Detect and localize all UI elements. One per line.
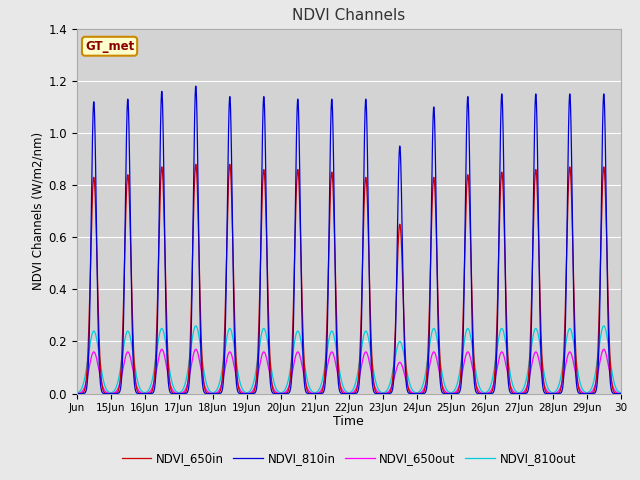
NDVI_650in — [209, 391, 217, 396]
NDVI_810in — [192, 83, 200, 89]
NDVI_650out — [600, 347, 607, 352]
NDVI_810out — [500, 333, 508, 339]
NDVI_810in — [500, 220, 508, 226]
NDVI_810in — [617, 391, 625, 396]
NDVI_650in — [161, 220, 168, 226]
NDVI_810in — [324, 273, 332, 279]
NDVI_810in — [161, 199, 168, 205]
X-axis label: Time: Time — [333, 415, 364, 428]
NDVI_810out — [324, 340, 332, 346]
Line: NDVI_810in: NDVI_810in — [77, 86, 621, 394]
NDVI_650out — [73, 391, 81, 396]
NDVI_650in — [500, 235, 508, 241]
Line: NDVI_650out: NDVI_650out — [77, 349, 621, 394]
NDVI_810out — [547, 389, 554, 395]
NDVI_650in — [547, 391, 554, 396]
NDVI_650out — [328, 349, 336, 355]
NDVI_650out — [547, 390, 554, 396]
Y-axis label: NDVI Channels (W/m2/nm): NDVI Channels (W/m2/nm) — [31, 132, 44, 290]
NDVI_650out — [324, 359, 332, 364]
NDVI_810out — [617, 390, 625, 396]
NDVI_810out — [328, 328, 336, 334]
Legend: NDVI_650in, NDVI_810in, NDVI_650out, NDVI_810out: NDVI_650in, NDVI_810in, NDVI_650out, NDV… — [117, 447, 580, 469]
NDVI_810in — [73, 391, 81, 396]
NDVI_650in — [617, 391, 625, 396]
NDVI_810in — [328, 103, 336, 109]
Line: NDVI_810out: NDVI_810out — [77, 326, 621, 393]
NDVI_650in — [328, 172, 336, 178]
NDVI_650out — [209, 391, 217, 396]
Text: GT_met: GT_met — [85, 40, 134, 53]
NDVI_650out — [617, 391, 625, 396]
NDVI_810out — [600, 323, 607, 329]
NDVI_810out — [209, 390, 217, 396]
NDVI_810out — [161, 332, 168, 337]
NDVI_650out — [500, 355, 508, 361]
Title: NDVI Channels: NDVI Channels — [292, 9, 405, 24]
NDVI_650out — [161, 352, 168, 358]
NDVI_650in — [73, 391, 81, 396]
NDVI_810in — [547, 391, 554, 396]
NDVI_650in — [192, 161, 200, 167]
NDVI_810in — [209, 391, 217, 396]
Line: NDVI_650in: NDVI_650in — [77, 164, 621, 394]
NDVI_650in — [324, 265, 332, 271]
NDVI_810out — [73, 390, 81, 396]
